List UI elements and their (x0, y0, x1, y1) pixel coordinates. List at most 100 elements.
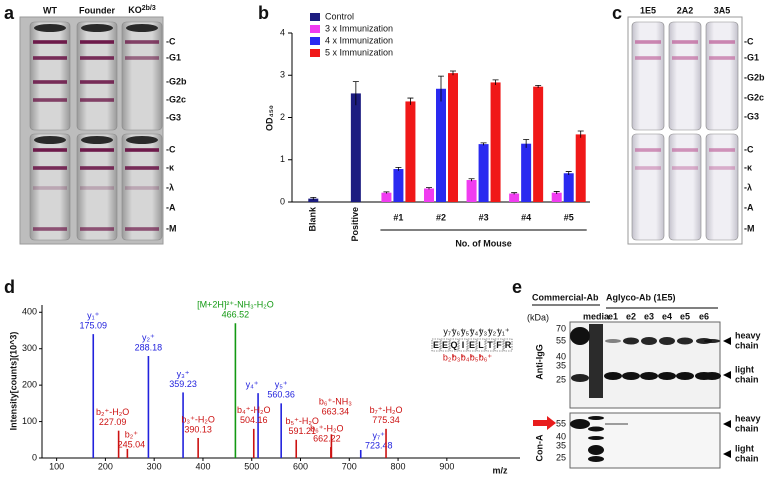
strip (29, 21, 71, 131)
peak-mz: 591.21 (288, 426, 316, 436)
bar (478, 144, 489, 202)
x-tick-label: 300 (147, 461, 162, 471)
bar (436, 88, 446, 202)
strip (76, 21, 118, 131)
x-tick-label: 700 (342, 461, 357, 471)
strip (121, 133, 163, 241)
bar (551, 192, 562, 202)
band (677, 337, 693, 345)
peak-mz: 390.13 (184, 424, 212, 434)
strip-label: -C (744, 36, 754, 46)
panel-letter: e (512, 277, 522, 297)
band (672, 56, 698, 60)
strip (29, 133, 71, 241)
band (80, 98, 114, 102)
side-label: Anti-IgG (534, 344, 544, 380)
error-bar (511, 192, 518, 195)
error-bar (407, 97, 414, 105)
band (672, 40, 698, 44)
error-bar (395, 166, 402, 171)
residue: Q (450, 340, 457, 350)
band (125, 148, 159, 152)
b-ion: b₃⁺ (452, 352, 466, 362)
strip-top (81, 24, 113, 32)
band (709, 40, 735, 44)
y-tick-label: 200 (22, 380, 37, 390)
strip-label: -κ (166, 162, 175, 172)
band (635, 166, 661, 170)
band (640, 372, 658, 380)
band (672, 148, 698, 152)
y-ion: y₁⁺ (497, 326, 510, 336)
peak-mz: 560.36 (267, 390, 295, 400)
lane-label: e6 (699, 311, 709, 321)
residue-box (467, 338, 477, 352)
column-header: 3A5 (714, 5, 731, 15)
y-ion: y₇⁺ (443, 326, 456, 336)
band-arrow (723, 371, 731, 379)
marker: 55 (556, 335, 566, 345)
strip-top (34, 136, 66, 144)
band (80, 56, 114, 60)
peak-ion: y₃⁺ (177, 369, 190, 379)
band (125, 186, 159, 190)
y-ion: y₆⁺ (452, 326, 465, 336)
bar (490, 82, 501, 202)
band (125, 40, 159, 44)
panel-letter: a (4, 3, 15, 23)
error-bar (492, 79, 499, 85)
y-tick-label: 2 (280, 112, 285, 122)
lane-label: media (583, 311, 610, 321)
error-bar (553, 191, 560, 194)
residue: L (478, 340, 484, 350)
legend-label: Control (325, 11, 354, 21)
bar (533, 86, 544, 202)
band (125, 166, 159, 170)
y-ion: y₂⁺ (488, 326, 501, 336)
band (571, 374, 589, 382)
x-tick-label: 900 (439, 461, 454, 471)
bar (308, 198, 319, 202)
column-header-sup: 2b/3 (142, 5, 156, 12)
marker: 25 (556, 452, 566, 462)
strip-label: -G2b (744, 72, 765, 82)
y-tick-label: 3 (280, 70, 285, 80)
error-bar (468, 178, 475, 182)
residue-box (440, 338, 450, 352)
band (635, 40, 661, 44)
x-tick-label: #4 (521, 212, 531, 222)
peak-mz: 662.22 (313, 433, 341, 443)
band (709, 148, 735, 152)
band (588, 416, 604, 420)
strip-label: -G2c (744, 92, 764, 102)
band (33, 227, 67, 231)
marker: 35 (556, 360, 566, 370)
peak-ion: b₆⁺-NH₃ (319, 397, 352, 407)
error-bar (480, 142, 487, 146)
error-bar (523, 139, 530, 148)
legend-label: 5 x Immunization (325, 47, 393, 57)
band (659, 337, 675, 345)
strip-label: -G2b (166, 76, 187, 86)
strip-label: -G1 (744, 52, 759, 62)
error-bar (577, 130, 584, 138)
error-bar (352, 81, 359, 106)
band-label: light (735, 364, 754, 374)
band (605, 339, 621, 343)
y-tick-label: 300 (22, 343, 37, 353)
peak-ion: b₂⁺ (125, 429, 138, 439)
bar (575, 134, 586, 202)
band (676, 372, 694, 380)
column-header: 2A2 (677, 5, 694, 15)
strip (631, 21, 665, 131)
y-tick-label: 100 (22, 416, 37, 426)
marker: 70 (556, 323, 566, 333)
peak-mz: 227.09 (99, 417, 127, 427)
peak-mz: 775.34 (372, 415, 400, 425)
band (80, 186, 114, 190)
strip-label: -G3 (744, 111, 759, 121)
bar (393, 169, 404, 202)
residue-box (449, 338, 459, 352)
band (33, 148, 67, 152)
residue-box (458, 338, 468, 352)
